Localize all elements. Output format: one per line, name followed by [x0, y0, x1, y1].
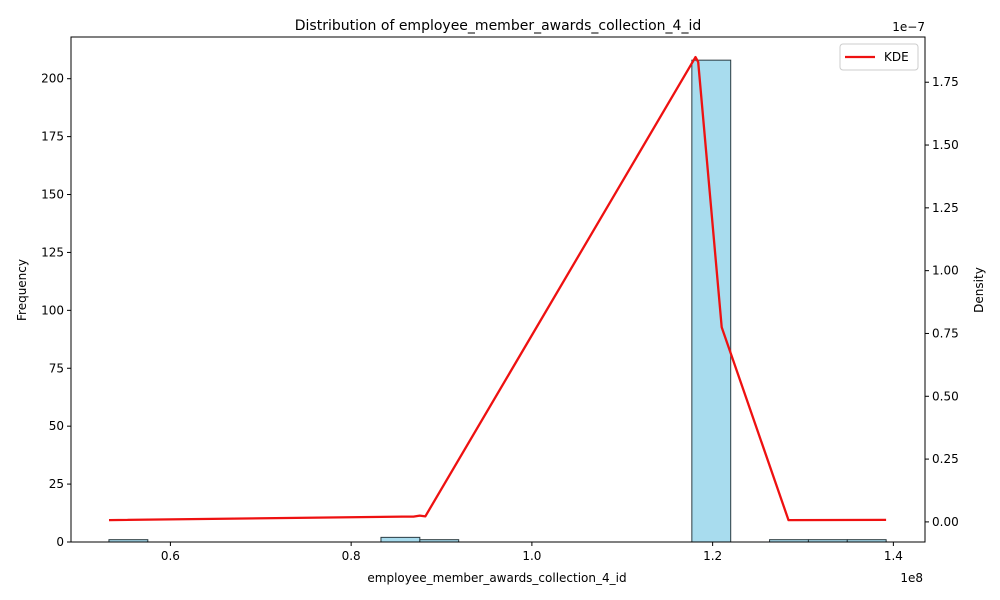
histogram-bar: [691, 59, 732, 543]
x-tick-label: 0.8: [342, 549, 361, 563]
y-tick-label: 150: [41, 188, 64, 202]
legend-box: [839, 43, 919, 71]
y-tick-label: 200: [41, 72, 64, 86]
x-tick-label: 1.4: [884, 549, 903, 563]
y2-tick-label: 1.50: [932, 138, 959, 152]
y2-axis-title: Density: [972, 267, 986, 313]
y2-tick-label: 1.75: [932, 75, 959, 89]
x-tick-label: 1.2: [703, 549, 722, 563]
x-tick-label: 0.6: [161, 549, 180, 563]
y-tick-label: 50: [49, 419, 64, 433]
y-tick-label: 175: [41, 130, 64, 144]
y-tick-label: 0: [56, 535, 64, 549]
chart-title: Distribution of employee_member_awards_c…: [295, 18, 701, 34]
x-axis-title: employee_member_awards_collection_4_id: [367, 571, 626, 585]
y-tick-label: 125: [41, 245, 64, 259]
y2-tick-label: 0.50: [932, 389, 959, 403]
y2-tick-label: 0.75: [932, 326, 959, 340]
y-tick-label: 75: [49, 361, 64, 375]
y-tick-label: 100: [41, 303, 64, 317]
y-axis-ticks: 0 25 50 75 100 125 150 175 200: [41, 72, 71, 549]
y-axis-title: Frequency: [15, 259, 29, 321]
plot-frame: [70, 36, 926, 543]
y-tick-label: 25: [49, 477, 64, 491]
y2-scale-label: 1e−7: [892, 20, 925, 34]
legend-kde-label: KDE: [884, 50, 909, 64]
y2-tick-label: 0.25: [932, 452, 959, 466]
histogram-bar: [380, 536, 421, 543]
y2-axis-ticks: 0.00 0.25 0.50 0.75 1.00 1.25 1.50 1.75: [925, 75, 959, 529]
x-tick-label: 1.0: [522, 549, 541, 563]
y2-tick-label: 0.00: [932, 515, 959, 529]
legend: KDE: [839, 43, 919, 71]
y2-tick-label: 1.00: [932, 264, 959, 278]
x-scale-label: 1e8: [900, 571, 923, 585]
kde-line: [108, 55, 887, 522]
x-axis-ticks: 0.6 0.8 1.0 1.2 1.4: [161, 542, 903, 563]
y2-tick-label: 1.25: [932, 201, 959, 215]
